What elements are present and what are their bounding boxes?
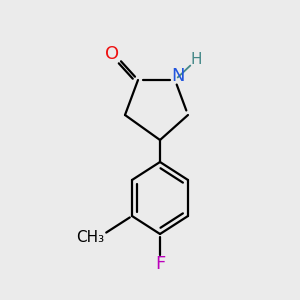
Text: O: O — [105, 45, 119, 63]
Text: N: N — [171, 67, 185, 85]
Text: F: F — [155, 255, 165, 273]
Text: CH₃: CH₃ — [76, 230, 104, 244]
Text: H: H — [190, 52, 202, 68]
